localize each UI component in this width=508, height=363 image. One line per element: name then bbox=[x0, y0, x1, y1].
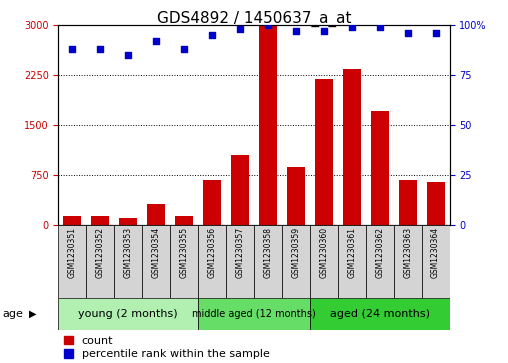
Bar bbox=[282, 225, 310, 298]
Text: GDS4892 / 1450637_a_at: GDS4892 / 1450637_a_at bbox=[157, 11, 351, 27]
Text: GSM1230351: GSM1230351 bbox=[68, 227, 77, 278]
Text: GSM1230359: GSM1230359 bbox=[292, 227, 300, 278]
Bar bbox=[399, 180, 417, 225]
Bar bbox=[254, 225, 282, 298]
Text: GSM1230361: GSM1230361 bbox=[347, 227, 356, 278]
Point bbox=[124, 52, 132, 58]
Bar bbox=[366, 225, 394, 298]
Point bbox=[180, 46, 188, 52]
Text: GSM1230363: GSM1230363 bbox=[403, 227, 412, 278]
Bar bbox=[175, 216, 193, 225]
Text: GSM1230364: GSM1230364 bbox=[431, 227, 440, 278]
Text: aged (24 months): aged (24 months) bbox=[330, 309, 430, 319]
Text: GSM1230353: GSM1230353 bbox=[124, 227, 133, 278]
Point bbox=[320, 28, 328, 34]
Point bbox=[264, 23, 272, 28]
Legend: count, percentile rank within the sample: count, percentile rank within the sample bbox=[64, 336, 270, 359]
Text: GSM1230360: GSM1230360 bbox=[320, 227, 328, 278]
Bar bbox=[394, 225, 422, 298]
Bar bbox=[343, 69, 361, 225]
Text: GSM1230355: GSM1230355 bbox=[180, 227, 188, 278]
Bar bbox=[259, 25, 277, 225]
Text: young (2 months): young (2 months) bbox=[78, 309, 178, 319]
Bar bbox=[58, 298, 198, 330]
Bar bbox=[142, 225, 170, 298]
Bar bbox=[315, 79, 333, 225]
Text: GSM1230356: GSM1230356 bbox=[208, 227, 216, 278]
Bar bbox=[198, 298, 310, 330]
Bar bbox=[198, 225, 226, 298]
Point bbox=[152, 38, 160, 44]
Bar bbox=[231, 155, 249, 225]
Point bbox=[403, 30, 411, 36]
Bar bbox=[427, 182, 444, 225]
Bar bbox=[203, 180, 221, 225]
Bar bbox=[91, 216, 109, 225]
Point bbox=[292, 28, 300, 34]
Bar bbox=[371, 111, 389, 225]
Text: ▶: ▶ bbox=[29, 309, 37, 319]
Bar bbox=[287, 167, 305, 225]
Text: age: age bbox=[3, 309, 23, 319]
Bar bbox=[226, 225, 254, 298]
Bar bbox=[310, 225, 338, 298]
Point bbox=[347, 24, 356, 30]
Point bbox=[375, 24, 384, 30]
Point bbox=[208, 32, 216, 38]
Bar bbox=[422, 225, 450, 298]
Bar bbox=[147, 204, 165, 225]
Text: middle aged (12 months): middle aged (12 months) bbox=[192, 309, 316, 319]
Bar bbox=[310, 298, 450, 330]
Bar bbox=[338, 225, 366, 298]
Point bbox=[96, 46, 104, 52]
Text: GSM1230352: GSM1230352 bbox=[96, 227, 105, 278]
Point bbox=[236, 26, 244, 32]
Text: GSM1230357: GSM1230357 bbox=[236, 227, 244, 278]
Bar bbox=[64, 216, 81, 225]
Bar bbox=[114, 225, 142, 298]
Bar bbox=[86, 225, 114, 298]
Point bbox=[431, 30, 439, 36]
Text: GSM1230354: GSM1230354 bbox=[152, 227, 161, 278]
Text: GSM1230362: GSM1230362 bbox=[375, 227, 384, 278]
Text: GSM1230358: GSM1230358 bbox=[264, 227, 272, 278]
Bar bbox=[119, 218, 137, 225]
Point bbox=[68, 46, 76, 52]
Bar bbox=[58, 225, 86, 298]
Bar bbox=[170, 225, 198, 298]
